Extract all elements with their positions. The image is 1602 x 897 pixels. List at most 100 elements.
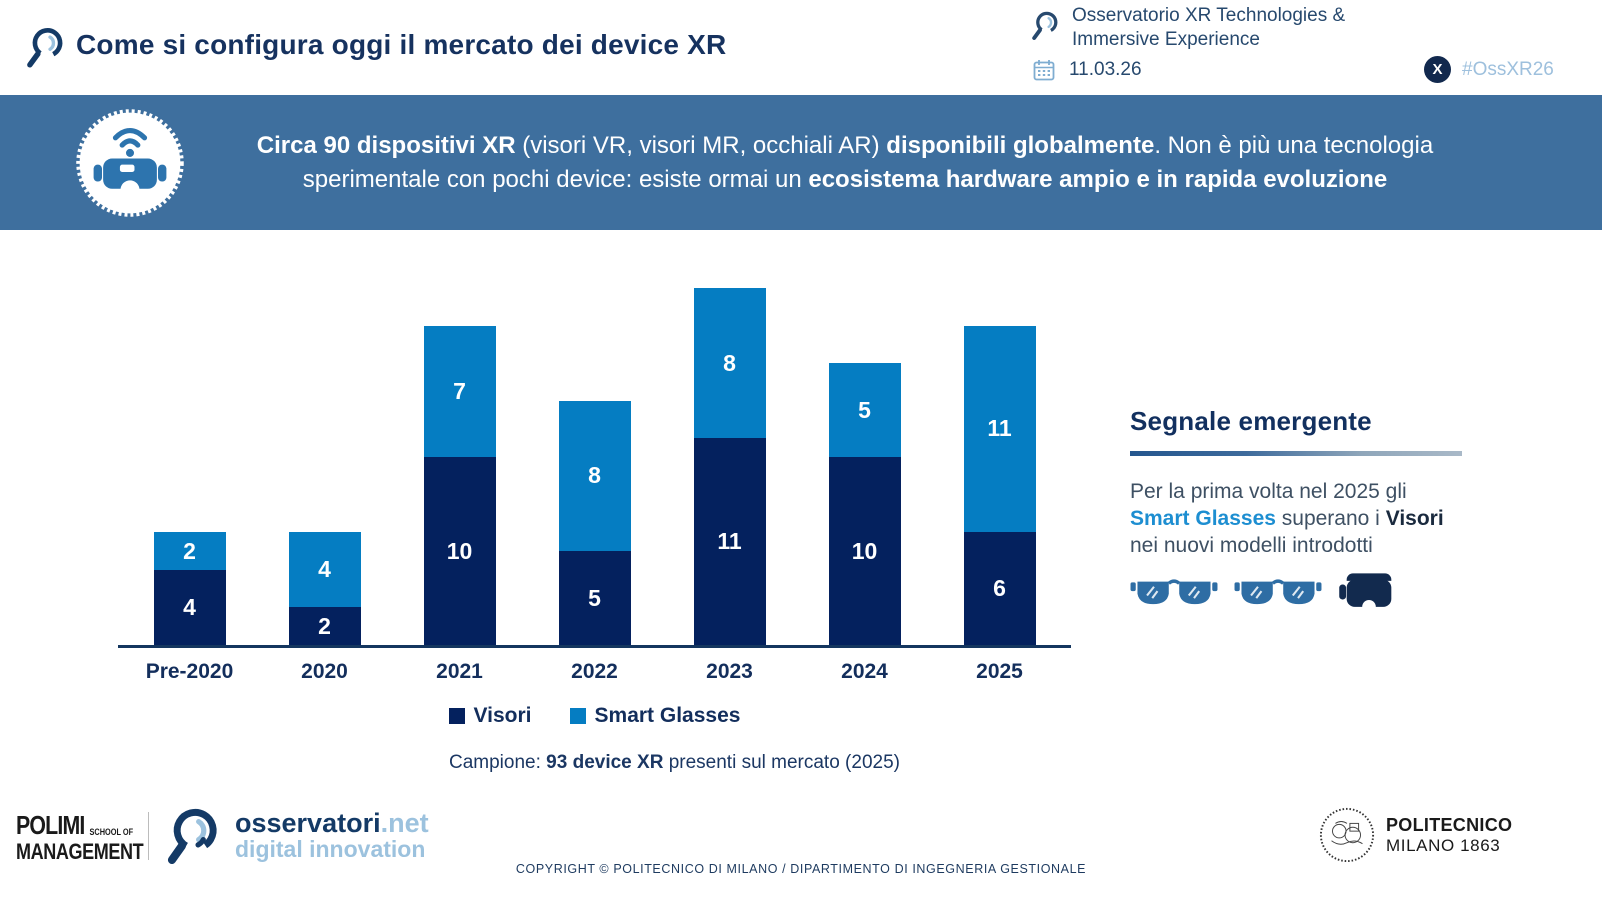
magnifier-logo-icon (1032, 11, 1058, 40)
gradient-divider (1130, 451, 1462, 456)
x-axis-label: 2022 (571, 660, 618, 683)
polimi-som-logo: POLIMI SCHOOL OF MANAGEMENT (16, 810, 144, 865)
x-axis-label: 2021 (436, 660, 483, 683)
bar-segment: 5 (558, 551, 631, 645)
sunglasses-icon (1234, 579, 1322, 605)
text-segment: disponibili globalmente (886, 131, 1155, 159)
bar-column: 10 7 (392, 325, 527, 645)
bar-value-label: 8 (723, 349, 736, 376)
observatory-block: Osservatorio XR Technologies & Immersive… (1030, 4, 1402, 52)
key-message-text: Circa 90 dispositivi XR (visori VR, viso… (215, 129, 1475, 197)
text-segment: (visori VR, visori MR, occhiali AR) (515, 131, 887, 159)
emerging-signal-panel: Segnale emergente Per la prima volta nel… (1130, 406, 1510, 613)
legend-label: Smart Glasses (594, 704, 741, 727)
bar-value-label: 11 (717, 528, 742, 555)
osservatori-brand: osservatori (235, 808, 381, 838)
osservatori-tld: .net (380, 808, 429, 838)
text-segment: Visori (1385, 507, 1444, 530)
text-segment: sperimentale con pochi device: esiste or… (302, 165, 809, 193)
event-date: 11.03.26 (1069, 59, 1142, 80)
legend-item: Visori (448, 704, 532, 728)
bar-value-label: 2 (183, 537, 196, 564)
observatory-name: Osservatorio XR Technologies & Immersive… (1072, 5, 1346, 50)
bar-segment: 4 (153, 569, 226, 645)
text-segment: nei nuovi modelli introdotti (1130, 534, 1373, 557)
calendar-icon (1033, 60, 1055, 81)
polimi-logo-schoolof: SCHOOL OF (89, 827, 134, 837)
bar-value-label: 2 (318, 612, 331, 639)
bar-value-label: 4 (318, 556, 331, 583)
text-segment: Circa 90 dispositivi XR (256, 131, 516, 159)
hashtag-row: X #OssXR26 (1424, 56, 1554, 83)
x-axis-label: 2020 (301, 660, 348, 683)
chart-plot: 4 2 2 4 10 7 5 8 11 8 10 5 6 11 (122, 288, 1067, 645)
polimi-logo-management: MANAGEMENT (16, 839, 144, 864)
magnifier-logo-icon (27, 28, 63, 68)
text-segment: ecosistema hardware ampio e in rapida ev… (808, 165, 1388, 193)
x-axis-label: Pre-2020 (145, 660, 234, 683)
page-title: Come si configura oggi il mercato dei de… (76, 29, 727, 60)
legend-item: Smart Glasses (569, 704, 741, 728)
bar-segment: 6 (963, 532, 1036, 645)
politecnico-name: POLITECNICO (1386, 814, 1513, 835)
key-message-banner: Circa 90 dispositivi XR (visori VR, viso… (0, 95, 1602, 230)
bar-column: 6 11 (932, 325, 1067, 645)
stacked-bar: 6 11 (963, 325, 1036, 645)
chart-caption: Campione: 93 device XR presenti sul merc… (202, 752, 1147, 774)
bar-segment: 8 (558, 400, 631, 552)
text-segment: Per la prima volta nel 2025 gli (1130, 480, 1407, 503)
vr-headset-icon (1339, 573, 1392, 613)
magnifier-logo-icon (167, 808, 217, 864)
bar-value-label: 7 (453, 377, 466, 404)
stacked-bar: 11 8 (693, 288, 766, 645)
bar-segment: 4 (288, 532, 361, 608)
bar-value-label: 5 (588, 584, 601, 611)
x-axis-label: 2023 (706, 660, 753, 683)
bar-segment: 2 (153, 532, 226, 570)
copyright-line: COPYRIGHT © POLITECNICO DI MILANO / DIPA… (515, 862, 1087, 876)
x-social-icon: X (1424, 56, 1451, 83)
bar-column: 10 5 (797, 363, 932, 645)
bar-segment: 7 (423, 325, 496, 458)
bar-column: 11 8 (662, 288, 797, 645)
date-row: 11.03.26 (1032, 58, 1142, 82)
chart-legend: Visori Smart Glasses (122, 704, 1067, 728)
polimi-logo-name: POLIMI (16, 810, 85, 840)
osservatori-net-logo: osservatori.net digital innovation (165, 804, 429, 866)
vr-headset-badge-icon (76, 109, 184, 217)
x-axis-labels: Pre-2020 2020 2021 2022 2023 2024 2025 (122, 660, 1067, 684)
text-segment: Smart Glasses (1130, 507, 1276, 530)
x-axis-label: 2024 (841, 660, 888, 683)
politecnico-milano-logo: POLITECNICO MILANO 1863 (1318, 806, 1512, 864)
bar-value-label: 11 (987, 415, 1012, 442)
legend-swatch (569, 708, 586, 724)
sunglasses-icon (1130, 579, 1218, 605)
event-hashtag: #OssXR26 (1462, 58, 1554, 80)
header: Come si configura oggi il mercato dei de… (0, 0, 1602, 95)
bar-segment: 10 (423, 457, 496, 645)
stacked-bar: 10 5 (828, 363, 901, 645)
bar-segment: 11 (963, 325, 1036, 533)
bar-segment: 2 (288, 607, 361, 645)
signal-heading: Segnale emergente (1130, 406, 1372, 436)
bar-value-label: 6 (993, 575, 1006, 602)
x-axis-label: 2025 (976, 660, 1023, 683)
bar-segment: 10 (828, 457, 901, 645)
signal-icons-row (1130, 571, 1510, 613)
signal-text: Per la prima volta nel 2025 gli Smart Gla… (1130, 478, 1510, 559)
text-segment: presenti sul mercato (2025) (663, 752, 900, 773)
x-glyph: X (1432, 61, 1443, 78)
bar-value-label: 10 (446, 537, 473, 564)
stacked-bar-chart: 4 2 2 4 10 7 5 8 11 8 10 5 6 11 Pre-2020 2020 2021 2022 2… (118, 288, 1071, 774)
osservatori-tagline: digital innovation (235, 836, 426, 862)
x-axis-line (118, 645, 1071, 648)
bar-value-label: 10 (851, 537, 878, 564)
text-segment: Campione: (449, 752, 547, 773)
bar-value-label: 4 (183, 593, 196, 620)
legend-label: Visori (473, 704, 532, 727)
